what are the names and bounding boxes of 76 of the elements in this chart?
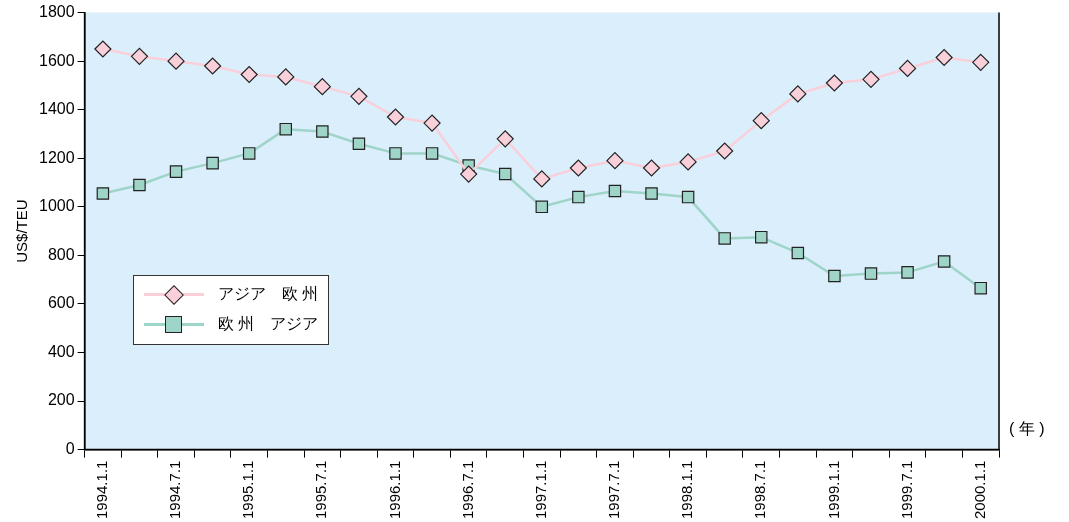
point: [535, 200, 549, 214]
point: [569, 159, 587, 177]
x-tick-label: 1996.7.1: [458, 460, 476, 519]
point: [681, 190, 695, 204]
point: [828, 269, 841, 283]
x-tick-label: 1997.1.1: [531, 460, 549, 519]
point: [606, 152, 624, 170]
point: [898, 59, 917, 78]
x-tick-label: 1997.7.1: [605, 460, 623, 519]
point: [572, 190, 585, 204]
x-tick-label: 1994.7.1: [166, 460, 184, 519]
point: [864, 267, 878, 280]
point: [204, 57, 222, 75]
x-tick-label: 1995.1.1: [239, 460, 257, 519]
point: [937, 255, 951, 268]
point: [206, 156, 219, 170]
x-tick-label: 1999.1.1: [824, 460, 842, 519]
x-tick-label: 1995.7.1: [312, 460, 330, 519]
point: [423, 114, 441, 132]
point: [133, 178, 146, 192]
y-tick-label: 1400: [39, 100, 75, 118]
y-tick-label: 800: [47, 245, 75, 263]
point: [169, 165, 183, 178]
legend-label: アジア 欧 州: [217, 284, 319, 305]
point: [386, 108, 405, 126]
point: [130, 47, 149, 65]
point: [718, 232, 731, 245]
x-tick-label: 1998.1.1: [678, 460, 696, 519]
point: [389, 147, 402, 160]
point: [352, 137, 366, 150]
point: [496, 130, 514, 148]
point: [825, 74, 844, 92]
point: [167, 52, 185, 70]
point: [240, 65, 258, 84]
y-tick-label: 600: [47, 294, 75, 312]
y-tick-label: 0: [65, 440, 75, 458]
point: [313, 78, 331, 96]
point: [608, 184, 622, 198]
y-tick-label: 1800: [39, 3, 75, 21]
point: [425, 147, 439, 160]
point: [752, 112, 770, 130]
point: [242, 147, 256, 160]
x-tick-label: 1994.1.1: [93, 460, 111, 519]
point: [460, 165, 478, 183]
point: [277, 68, 295, 86]
point: [791, 246, 805, 260]
point: [679, 153, 697, 171]
point: [94, 40, 112, 58]
x-tick-label: 1999.7.1: [897, 460, 915, 519]
point: [533, 170, 551, 188]
y-tick-label: 1200: [39, 148, 75, 166]
point: [642, 159, 661, 177]
y-axis-title: US$/TEU: [13, 199, 31, 263]
point: [716, 142, 734, 160]
point: [96, 187, 110, 200]
point: [498, 167, 512, 181]
y-tick-label: 1600: [39, 51, 75, 69]
point: [755, 230, 768, 244]
point: [862, 70, 880, 88]
x-tick-label: 1998.7.1: [751, 460, 769, 519]
point: [789, 85, 807, 103]
x-tick-label: 1996.1.1: [385, 460, 403, 519]
point: [974, 281, 987, 295]
point: [316, 125, 329, 138]
legend-label: 欧 州 アジア: [217, 314, 319, 335]
point: [901, 266, 914, 279]
point: [972, 53, 990, 71]
x-tick-label: 2000.1.1: [970, 460, 988, 519]
y-tick-label: 400: [47, 342, 75, 360]
y-tick-label: 1000: [39, 197, 75, 215]
y-tick-label: 200: [47, 391, 75, 409]
text: ( 年 ): [1009, 420, 1045, 438]
point: [279, 122, 293, 136]
point: [645, 187, 658, 200]
point: [935, 48, 953, 67]
point: [350, 87, 368, 105]
